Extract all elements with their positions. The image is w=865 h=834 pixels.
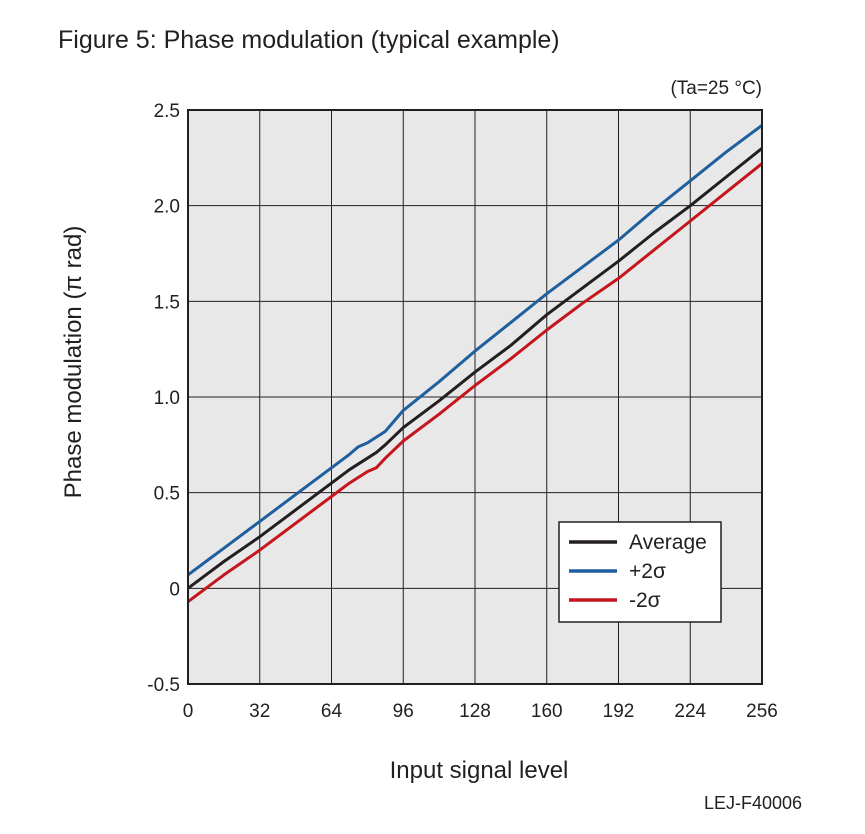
series-line-+2σ bbox=[187, 124, 763, 577]
chart-title: Figure 5: Phase modulation (typical exam… bbox=[58, 26, 560, 54]
x-tick-label: 64 bbox=[321, 701, 343, 722]
series-lines bbox=[187, 124, 763, 603]
x-tick-labels: 0 32 64 96 128 160 192 224 256 bbox=[183, 701, 778, 722]
series-line--2σ bbox=[187, 162, 763, 603]
y-tick-label: 2.5 bbox=[154, 101, 180, 122]
legend: Average +2σ -2σ bbox=[558, 521, 722, 623]
legend-label: Average bbox=[629, 531, 707, 554]
y-tick-label: 1.5 bbox=[154, 292, 180, 313]
y-tick-labels: -0.5 0 0.5 1.0 1.5 2.0 2.5 bbox=[147, 101, 180, 696]
x-tick-label: 96 bbox=[393, 701, 414, 722]
x-axis-label: Input signal level bbox=[389, 757, 569, 784]
legend-label: -2σ bbox=[629, 589, 661, 612]
x-tick-label: 0 bbox=[183, 701, 194, 722]
x-tick-label: 128 bbox=[459, 701, 491, 722]
y-tick-label: 1.0 bbox=[154, 388, 180, 409]
x-tick-label: 192 bbox=[603, 701, 635, 722]
y-tick-label: 0.5 bbox=[154, 484, 180, 505]
x-tick-label: 224 bbox=[674, 701, 706, 722]
y-tick-label: 2.0 bbox=[154, 197, 180, 218]
x-tick-label: 256 bbox=[746, 701, 778, 722]
y-tick-label: -0.5 bbox=[147, 675, 180, 696]
temperature-condition: (Ta=25 °C) bbox=[670, 78, 762, 99]
y-tick-label: 0 bbox=[169, 579, 180, 600]
x-tick-label: 32 bbox=[249, 701, 270, 722]
plot-frame bbox=[187, 109, 763, 685]
figure-code: LEJ-F40006 bbox=[703, 793, 802, 813]
series-line-Average bbox=[187, 147, 763, 590]
legend-label: +2σ bbox=[629, 560, 666, 583]
x-tick-label: 160 bbox=[531, 701, 563, 722]
